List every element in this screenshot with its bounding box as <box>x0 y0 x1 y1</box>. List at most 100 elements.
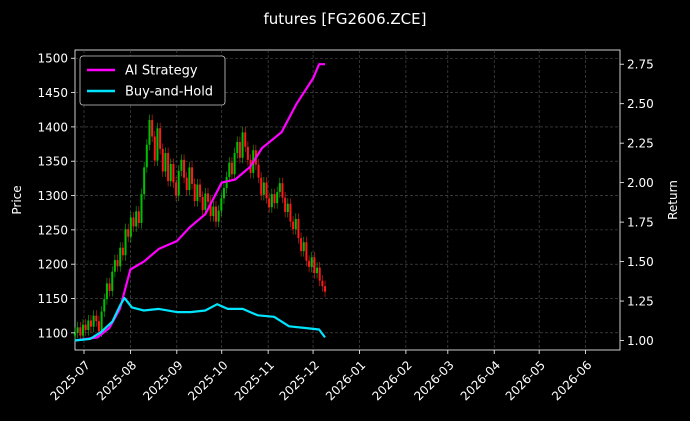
candle-body <box>284 197 287 213</box>
candle-body <box>180 159 183 171</box>
candle-body <box>172 163 175 183</box>
candle-body <box>191 167 194 184</box>
candle-body <box>103 299 106 312</box>
legend-label-ai-strategy: AI Strategy <box>125 64 198 79</box>
candle-body <box>324 286 327 292</box>
candle-body <box>89 320 92 327</box>
candle-body <box>238 141 241 158</box>
candle-body <box>265 182 268 199</box>
candle-body <box>185 177 188 191</box>
candle-body <box>297 218 300 239</box>
y-right-tick-label: 2.50 <box>627 97 654 111</box>
y-right-tick-label: 2.25 <box>627 137 654 151</box>
candle-body <box>81 324 84 336</box>
candle-body <box>121 247 124 256</box>
series-lines <box>74 63 326 342</box>
candle-body <box>175 182 178 196</box>
candle-body <box>268 198 271 208</box>
candle-body <box>276 192 279 204</box>
y-right-tick-label: 2.75 <box>627 58 654 72</box>
y-axis-right-label: Return <box>666 180 680 220</box>
y-left-tick-label: 1350 <box>37 155 68 169</box>
candle-body <box>199 184 202 197</box>
candle-body <box>310 257 313 267</box>
candle-body <box>212 206 215 217</box>
candle-body <box>244 132 247 147</box>
candle-body <box>209 201 212 217</box>
y-left-tick-label: 1100 <box>37 326 68 340</box>
candle-body <box>137 211 140 223</box>
candle-body <box>286 203 289 213</box>
candle-body <box>300 238 303 252</box>
candle-body <box>281 183 284 198</box>
candle-body <box>313 257 316 274</box>
legend-box <box>79 55 226 106</box>
candle-body <box>100 311 103 332</box>
series-line-buy-and-hold <box>74 296 326 342</box>
legend: AI Strategy Buy-and-Hold <box>79 55 226 106</box>
candle-body <box>183 159 186 178</box>
candle-body <box>241 132 244 158</box>
candle-body <box>292 221 295 230</box>
y-left-tick-label: 1200 <box>37 258 68 272</box>
candle-body <box>151 120 154 137</box>
y-left-tick-label: 1500 <box>37 52 68 66</box>
candle-body <box>308 260 311 267</box>
candle-body <box>316 267 319 274</box>
candle-body <box>119 247 122 267</box>
candle-body <box>214 206 217 222</box>
y-left-tick-label: 1400 <box>37 120 68 134</box>
candle-body <box>193 183 196 202</box>
candle-body <box>188 167 191 191</box>
candle-body <box>92 315 95 327</box>
candle-body <box>153 136 156 161</box>
candle-body <box>127 229 130 237</box>
candle-body <box>305 242 308 261</box>
candle-body <box>196 184 199 202</box>
candle-body <box>230 162 233 175</box>
candle-body <box>156 128 159 161</box>
candle-body <box>228 162 231 178</box>
y-axis-left: 1100 1150 1200 1250 1300 1350 1400 1450 1500 <box>37 52 75 340</box>
candle-body <box>74 332 76 336</box>
candle-body <box>148 120 151 145</box>
candle-body <box>270 194 273 208</box>
y-right-tick-label: 2.00 <box>627 176 654 190</box>
y-right-tick-label: 1.50 <box>627 255 654 269</box>
y-right-tick-label: 1.75 <box>627 216 654 230</box>
candle-body <box>246 146 249 160</box>
candle-body <box>140 194 143 223</box>
candle-body <box>318 267 321 281</box>
candle-body <box>321 280 324 287</box>
candle-body <box>164 152 167 172</box>
y-axis-right: 1.00 1.25 1.50 1.75 2.00 2.25 2.50 2.75 <box>620 58 654 348</box>
candle-body <box>76 327 79 333</box>
candle-body <box>262 182 265 195</box>
candle-body <box>236 141 239 153</box>
candle-body <box>145 144 148 168</box>
legend-label-buy-and-hold: Buy-and-Hold <box>125 85 213 100</box>
candle-body <box>161 148 164 172</box>
y-left-tick-label: 1150 <box>37 292 68 306</box>
candle-body <box>289 203 292 222</box>
y-left-tick-label: 1250 <box>37 223 68 237</box>
candle-body <box>222 187 225 199</box>
candle-body <box>169 163 172 182</box>
candle-body <box>84 324 87 331</box>
candle-body <box>167 152 170 182</box>
y-axis-left-label: Price <box>10 185 24 214</box>
candle-body <box>159 128 162 149</box>
candle-body <box>111 271 114 291</box>
candle-body <box>105 283 108 300</box>
candle-body <box>116 260 119 267</box>
candle-body <box>294 218 297 230</box>
candle-body <box>79 327 82 336</box>
y-right-tick-label: 1.25 <box>627 295 654 309</box>
candle-body <box>135 211 138 227</box>
y-left-tick-label: 1300 <box>37 189 68 203</box>
candle-body <box>124 229 127 256</box>
y-left-tick-label: 1450 <box>37 86 68 100</box>
candle-body <box>220 198 223 211</box>
chart-title: futures [FG2606.ZCE] <box>264 10 427 28</box>
